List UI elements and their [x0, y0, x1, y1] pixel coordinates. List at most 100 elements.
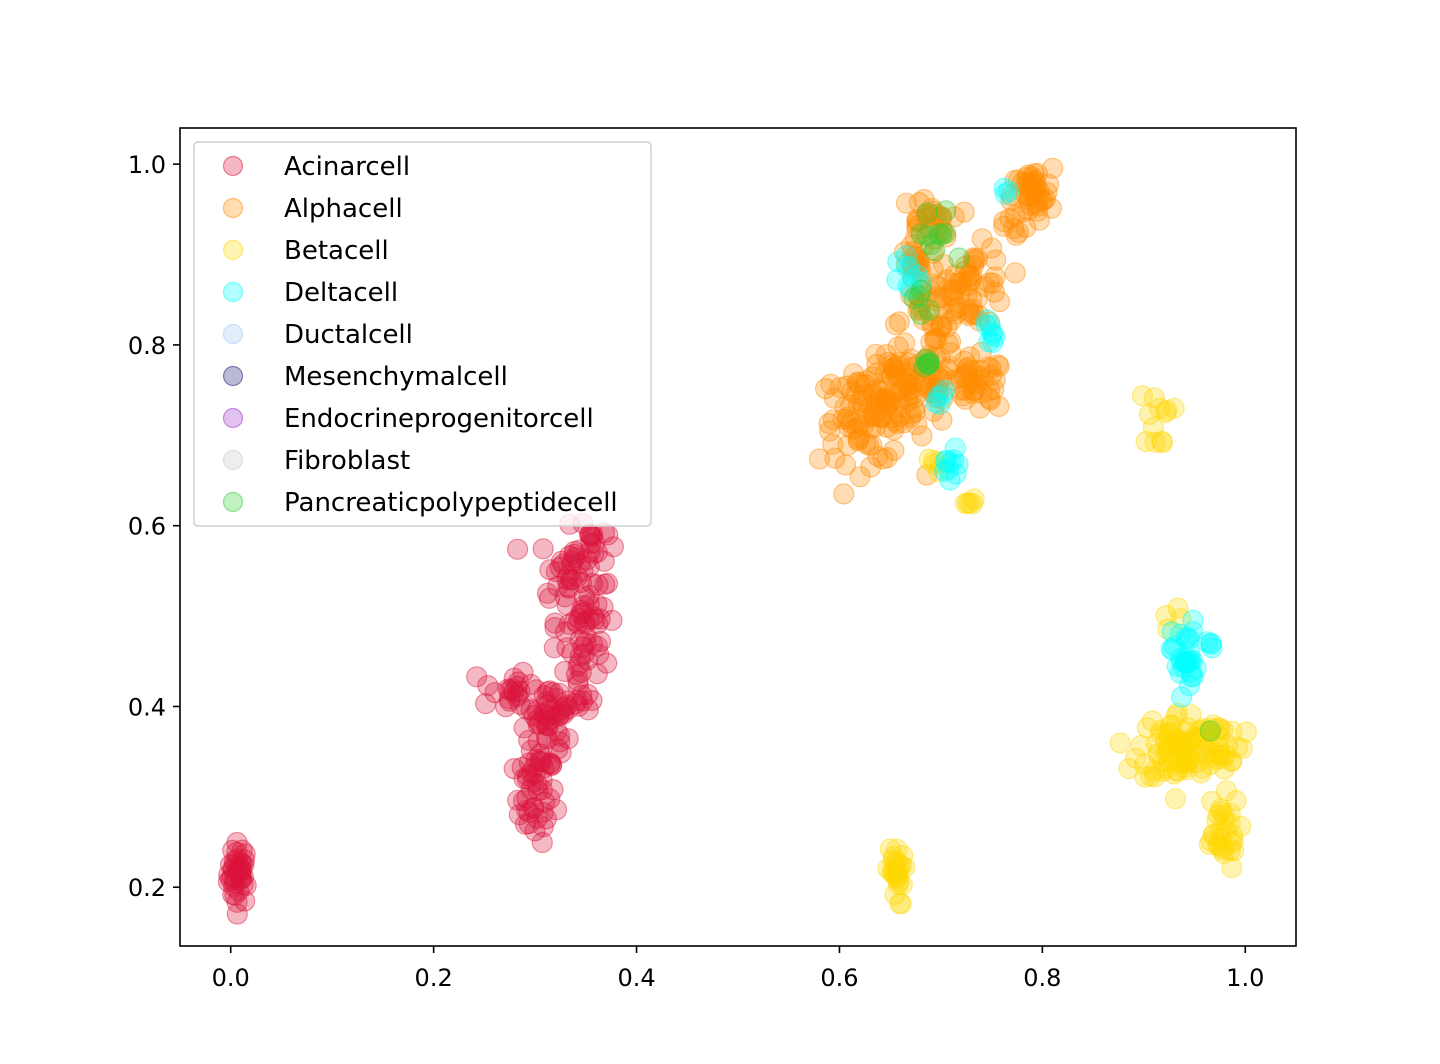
data-point	[882, 357, 905, 379]
data-point	[516, 768, 538, 790]
data-point	[942, 279, 964, 301]
data-point	[1157, 722, 1179, 744]
data-point	[1195, 721, 1217, 743]
data-point	[841, 380, 863, 402]
data-point	[1004, 262, 1026, 284]
data-point	[525, 679, 547, 701]
data-point	[527, 731, 549, 753]
data-point	[1157, 736, 1179, 759]
y-tick-label: 0.2	[128, 874, 166, 902]
data-point	[1211, 839, 1233, 861]
data-point	[518, 729, 540, 752]
data-point	[532, 816, 554, 838]
data-point	[952, 385, 974, 407]
data-point	[232, 873, 254, 896]
data-point	[1175, 650, 1198, 672]
data-point	[862, 384, 885, 406]
data-point	[885, 364, 907, 386]
data-point	[561, 569, 583, 591]
data-point	[1171, 736, 1193, 758]
data-point	[515, 698, 538, 720]
data-point	[963, 380, 985, 402]
data-point	[1026, 195, 1049, 217]
data-point	[907, 210, 929, 232]
data-point	[557, 728, 579, 750]
data-point	[576, 649, 599, 671]
data-point	[566, 613, 589, 635]
data-point	[947, 272, 970, 294]
data-point	[569, 645, 592, 667]
data-point	[902, 356, 925, 378]
data-point	[943, 206, 965, 228]
data-point	[1030, 189, 1053, 212]
data-point	[573, 595, 595, 617]
data-point	[979, 379, 1001, 401]
data-point	[923, 453, 945, 475]
data-point	[942, 369, 965, 392]
data-point	[910, 303, 932, 325]
data-point	[993, 215, 1015, 237]
data-point	[550, 742, 572, 764]
data-point	[926, 290, 948, 312]
data-point	[1212, 719, 1234, 741]
data-point	[881, 861, 903, 884]
data-point	[875, 388, 898, 410]
data-point	[941, 300, 964, 322]
legend-marker	[222, 155, 244, 177]
data-point	[1177, 732, 1199, 755]
data-point	[569, 629, 591, 651]
data-point	[1021, 171, 1044, 193]
data-point	[1217, 734, 1239, 757]
data-point	[894, 370, 916, 393]
data-point	[937, 333, 959, 355]
data-point	[1019, 178, 1041, 200]
data-point	[983, 378, 1005, 400]
data-point	[959, 303, 981, 325]
data-point	[902, 241, 924, 263]
data-point	[934, 222, 957, 244]
data-point	[499, 690, 521, 712]
data-point	[906, 264, 929, 286]
data-point	[868, 389, 891, 411]
data-point	[929, 451, 951, 473]
data-point	[904, 401, 927, 423]
data-point	[1000, 190, 1022, 212]
data-point	[531, 831, 553, 854]
legend-marker	[222, 197, 244, 219]
data-point	[846, 417, 868, 439]
data-point	[915, 203, 937, 225]
data-point	[905, 283, 927, 305]
data-point	[925, 203, 948, 225]
data-point	[877, 370, 899, 392]
data-point	[1156, 740, 1179, 762]
data-point	[1155, 730, 1177, 753]
data-point	[1166, 655, 1188, 678]
data-point	[867, 445, 889, 467]
data-point	[226, 903, 248, 925]
data-point	[1154, 757, 1177, 780]
data-point	[940, 309, 963, 331]
data-point	[1180, 661, 1202, 684]
data-point	[1167, 729, 1189, 751]
data-point	[912, 309, 935, 331]
data-point	[587, 612, 609, 635]
data-point	[533, 757, 555, 779]
data-point	[877, 394, 900, 416]
data-point	[966, 248, 989, 270]
data-point	[584, 608, 606, 630]
data-point	[818, 413, 840, 435]
data-point	[895, 253, 917, 275]
data-point	[1210, 801, 1232, 823]
data-point	[1156, 399, 1178, 421]
data-point	[944, 298, 966, 320]
data-point	[1003, 218, 1025, 240]
data-point	[1135, 430, 1157, 453]
data-point	[1163, 763, 1185, 785]
data-point	[910, 271, 932, 293]
data-point	[906, 218, 928, 240]
data-point	[1220, 750, 1243, 772]
data-point	[978, 387, 1000, 409]
data-point	[970, 341, 992, 363]
data-point	[820, 373, 842, 395]
data-point	[1221, 750, 1243, 772]
